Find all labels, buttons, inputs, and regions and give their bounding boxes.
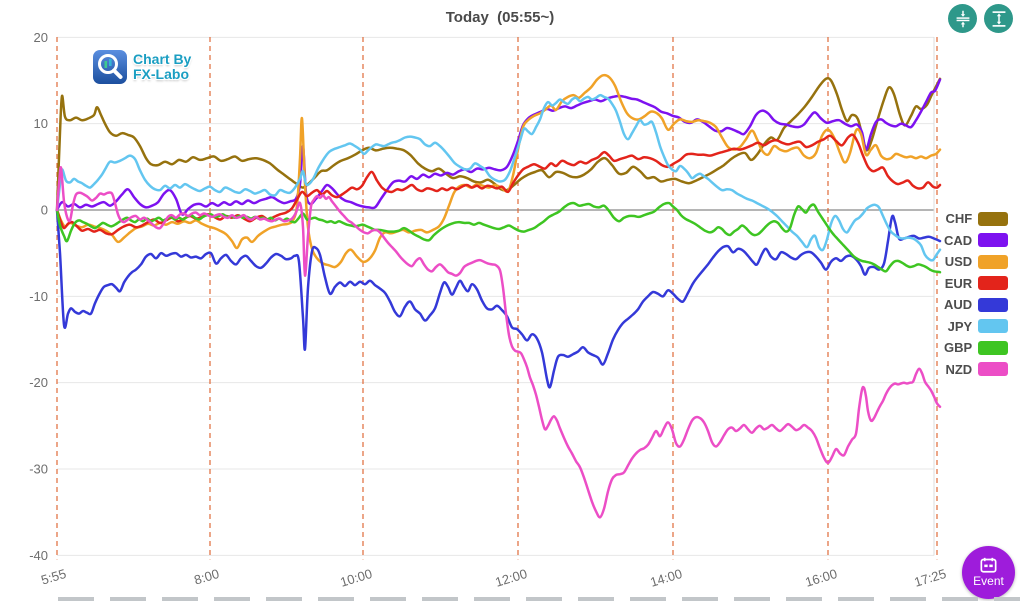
legend-label: CAD: [944, 232, 973, 248]
series-line-gbp: [55, 201, 942, 274]
brand-logo: Chart By FX-Labo: [92, 49, 191, 85]
event-button-label: Event: [973, 574, 1004, 588]
calendar-icon: [980, 557, 997, 573]
legend-item-eur[interactable]: EUR: [944, 273, 1009, 295]
legend-label: USD: [944, 254, 973, 270]
x-tick-label: 16:00: [803, 566, 839, 590]
series-line-cad: [55, 78, 942, 216]
compress-vertical-icon: [956, 10, 969, 27]
y-tick-label: 0: [41, 203, 48, 218]
series-line-jpy: [55, 93, 942, 262]
legend-swatch: [978, 362, 1009, 377]
y-tick-label: 10: [34, 116, 48, 131]
legend-swatch: [978, 233, 1009, 248]
legend-label: NZD: [945, 361, 973, 377]
magnifier-icon: [93, 50, 127, 84]
legend-item-nzd[interactable]: NZD: [944, 359, 1009, 381]
series-line-usd: [55, 73, 942, 269]
y-tick-label: -10: [29, 289, 48, 304]
x-tick-label: 10:00: [338, 566, 374, 590]
x-tick-label: 12:00: [493, 566, 529, 590]
legend-label: CHF: [945, 211, 973, 227]
y-tick-label: -20: [29, 375, 48, 390]
legend-swatch: [978, 211, 1009, 226]
expand-vertical-icon: [992, 10, 1005, 27]
brand-line1: Chart By: [133, 51, 192, 67]
legend-swatch: [978, 297, 1009, 312]
legend-swatch: [978, 254, 1009, 269]
y-tick-label: 20: [34, 30, 48, 45]
chart-title: Today (05:55~): [445, 9, 555, 26]
legend-item-aud[interactable]: AUD: [944, 294, 1009, 316]
expand-vertical-button[interactable]: [984, 4, 1013, 33]
y-tick-label: -40: [29, 548, 48, 563]
legend-label: GBP: [944, 340, 973, 356]
series-line-chf: [55, 76, 942, 212]
cropped-bottom-content: [58, 597, 1020, 601]
x-tick-label: 17:25: [912, 566, 948, 590]
legend-label: AUD: [944, 297, 973, 313]
y-tick-label: -30: [29, 461, 48, 476]
event-button[interactable]: Event: [962, 546, 1015, 599]
legend-label: EUR: [944, 275, 973, 291]
legend-swatch: [978, 276, 1009, 291]
x-tick-label: 14:00: [648, 566, 684, 590]
series-line-aud: [55, 208, 942, 389]
series-line-nzd: [55, 166, 942, 519]
brand-line2: FX-Labo: [133, 66, 189, 82]
series-line-eur: [55, 133, 942, 236]
scale-toolbar: [948, 4, 1013, 33]
legend-swatch: [978, 319, 1009, 334]
compress-vertical-button[interactable]: [948, 4, 977, 33]
legend: CHF CAD USD EUR AUD JPY GBP NZD: [944, 208, 1009, 381]
legend-item-cad[interactable]: CAD: [944, 230, 1009, 252]
legend-label: JPY: [947, 318, 973, 334]
legend-swatch: [978, 340, 1009, 355]
x-tick-label: 5:55: [39, 566, 68, 588]
legend-item-chf[interactable]: CHF: [944, 208, 1009, 230]
x-tick-label: 8:00: [192, 566, 221, 588]
legend-item-gbp[interactable]: GBP: [944, 337, 1009, 359]
legend-item-usd[interactable]: USD: [944, 251, 1009, 273]
legend-item-jpy[interactable]: JPY: [944, 316, 1009, 338]
